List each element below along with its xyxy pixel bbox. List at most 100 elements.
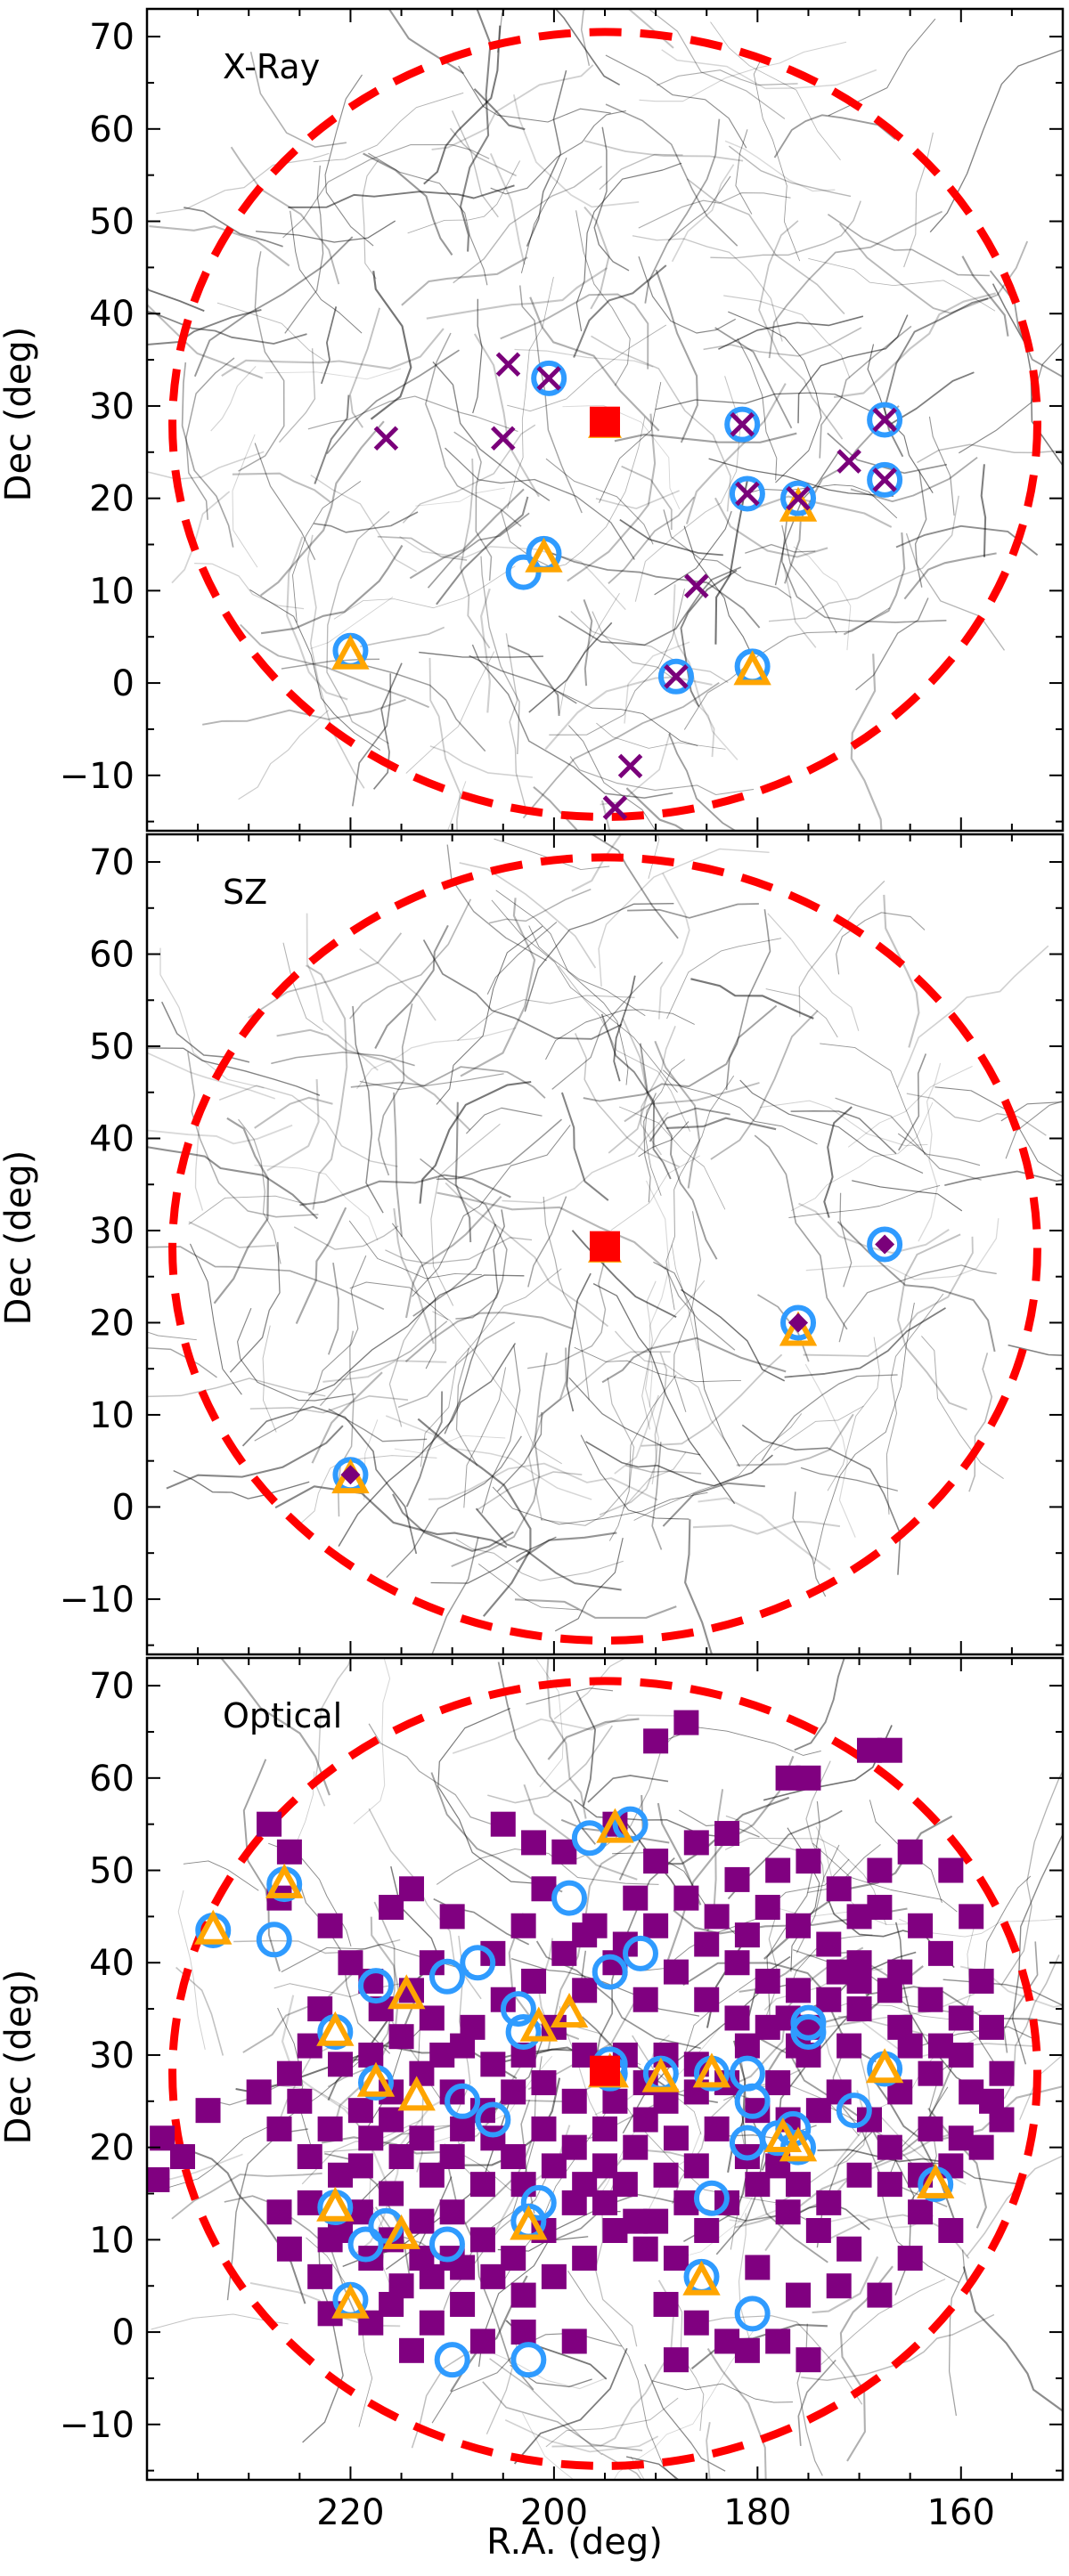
y-tick-label: 0 [112,2312,135,2353]
filament [156,2057,364,2191]
optical-cluster-square [358,2042,384,2068]
optical-cluster-square [358,2125,384,2151]
filament [803,1236,974,1357]
optical-cluster-square [419,2310,445,2336]
filament [455,1539,624,1581]
filament [598,848,770,987]
filament [644,1059,686,1196]
x-tick-label: 180 [723,2492,791,2533]
filament [422,939,623,1040]
filament [290,210,363,334]
filament [500,293,649,370]
optical-cluster-square [317,2116,343,2141]
filament [737,337,778,481]
optical-cluster-square [398,1876,424,1902]
filament [388,9,465,75]
filament [648,9,786,119]
filament [836,912,926,975]
filament [764,2172,854,2252]
optical-cluster-square [643,1849,669,1874]
filament [838,223,1029,314]
filament [608,496,695,584]
filament [407,160,520,234]
filament [502,1111,669,1204]
optical-cluster-square [266,2116,292,2141]
filament [366,665,486,752]
optical-cluster-square [297,2144,322,2170]
filament [898,1053,927,1151]
cluster-triangle-marker [316,2186,355,2222]
filament [571,834,623,892]
filament [766,1800,820,2027]
filament [149,225,290,267]
optical-cluster-square [169,2144,195,2170]
optical-cluster-square [632,1987,658,2012]
filament [399,535,626,611]
optical-cluster-square [409,2208,435,2234]
optical-cluster-square [816,2190,842,2215]
filament [757,1294,810,1362]
filament [581,9,591,66]
optical-cluster-square [510,1913,536,1938]
optical-cluster-square [673,1710,699,1735]
filament [310,475,417,573]
filament [437,1708,557,1886]
optical-cluster-square [328,2052,354,2077]
optical-cluster-square [510,2172,536,2198]
optical-cluster-square [796,2347,821,2373]
filament [210,365,257,432]
filament [480,2347,607,2390]
filament [792,1491,827,1597]
filament [554,1537,624,1632]
optical-cluster-square [694,1931,720,1957]
filament [698,1497,831,1571]
filament [666,938,782,1020]
filament [238,251,285,472]
filament [260,544,404,635]
filament [242,1966,361,2053]
optical-cluster-square [317,2227,343,2253]
filament [944,1170,1063,1187]
filament [714,327,793,429]
cluster-circle-marker [657,658,694,695]
panel-xray: −10 0 10 20 30 40 50 60 70 X-Ray [60,7,1065,833]
cluster-circle-marker [780,480,817,516]
filament [1005,1101,1063,1159]
filament [653,1261,740,1467]
cluster-circle-marker [729,475,765,512]
optical-cluster-square [867,1857,893,1883]
filament [306,913,379,1071]
filament [362,159,379,280]
filament [546,1658,587,1819]
y-tick-label: 20 [89,2128,135,2169]
filament [313,92,464,163]
filament [710,21,841,160]
optical-cluster-square [632,2107,658,2133]
cluster-diamond-marker [875,1234,895,1255]
filament [481,1345,521,1514]
filament [348,1220,482,1280]
filament [599,382,662,503]
filament [524,903,674,1012]
filament [921,1336,1004,1480]
filament [319,1321,448,1407]
optical-cluster-square [765,2328,791,2354]
cluster-triangle-marker [641,2057,681,2092]
optical-cluster-square [765,2070,791,2096]
y-tick-label: 20 [89,1303,135,1344]
filament [238,1118,282,1264]
filament [497,9,506,53]
y-tick-label: 50 [89,1851,135,1892]
filament [446,844,547,962]
filament [796,2323,823,2476]
panel-label-optical: Optical [223,1696,342,1735]
optical-cluster-square [694,2217,720,2243]
plot-area-xray [147,9,1063,831]
optical-cluster-square [846,1996,872,2022]
optical-cluster-square [561,2328,587,2354]
filament [295,1207,347,1325]
filament [708,458,894,497]
filament [490,110,626,195]
filament [436,1118,563,1181]
optical-cluster-square [276,1839,302,1865]
